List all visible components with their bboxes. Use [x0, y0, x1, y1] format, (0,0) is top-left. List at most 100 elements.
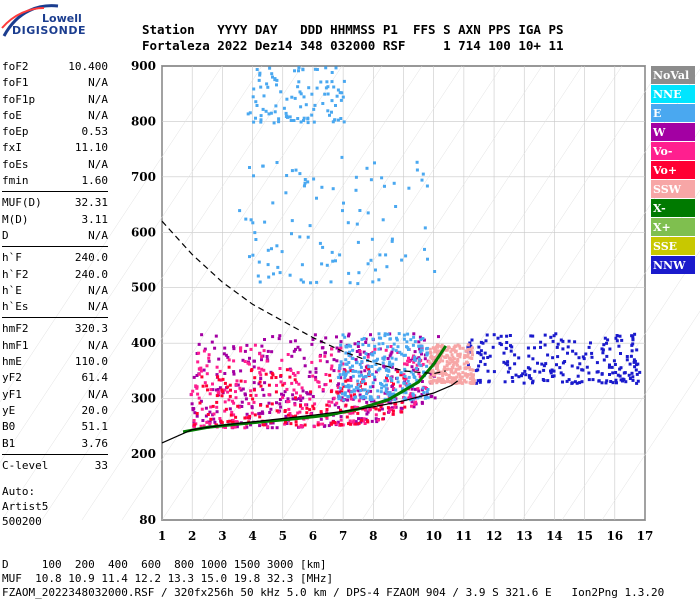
header-value-5: RSF	[382, 38, 413, 53]
echo-point	[475, 381, 478, 385]
echo-point	[505, 341, 509, 344]
echo-point	[345, 415, 349, 419]
echo-point	[418, 357, 421, 361]
echo-point	[404, 391, 408, 395]
echo-point	[197, 342, 201, 346]
echo-point	[458, 365, 462, 369]
echo-point	[341, 423, 345, 427]
echo-point	[435, 367, 439, 370]
echo-point	[407, 360, 411, 363]
echo-point	[549, 371, 553, 375]
echo-point	[338, 91, 342, 95]
x-tick-label: 8	[369, 529, 377, 543]
echo-point	[590, 355, 594, 359]
echo-point	[539, 340, 543, 344]
echo-point	[355, 350, 359, 353]
echo-point	[202, 368, 206, 372]
echo-point	[241, 358, 245, 362]
echo-point	[298, 235, 302, 239]
legend-label: X-	[653, 202, 666, 215]
echo-point	[531, 381, 534, 385]
echo-point	[413, 350, 417, 354]
echo-point	[431, 373, 435, 377]
echo-point	[374, 363, 378, 366]
echo-point	[510, 376, 514, 379]
echo-point	[215, 394, 219, 398]
echo-point	[324, 86, 328, 90]
echo-point	[456, 357, 460, 361]
echo-point	[477, 364, 481, 368]
echo-point	[402, 337, 406, 341]
param-name: h`F2	[2, 267, 29, 281]
echo-point	[259, 118, 263, 122]
echo-point	[587, 378, 591, 382]
echo-point	[409, 370, 413, 374]
echo-point	[481, 356, 485, 360]
echo-point	[469, 344, 473, 348]
echo-point	[266, 85, 270, 89]
header-value-3: 348	[300, 38, 331, 53]
echo-point	[192, 419, 196, 422]
echo-point	[312, 107, 316, 111]
echo-point	[339, 117, 343, 120]
echo-point	[340, 398, 344, 402]
echo-point	[253, 359, 256, 363]
header-value-2: Dez14	[254, 38, 301, 53]
legend-label: X+	[653, 221, 671, 234]
param-name: h`F	[2, 251, 22, 265]
echo-point	[297, 69, 300, 73]
echo-point	[383, 365, 387, 369]
echo-point	[357, 399, 361, 403]
echo-point	[398, 384, 402, 388]
echo-point	[357, 374, 361, 378]
echo-point	[243, 380, 247, 384]
echo-point	[513, 353, 517, 357]
echo-point	[302, 119, 305, 122]
echo-point	[355, 222, 359, 226]
echo-point	[414, 400, 418, 404]
header-label-7: S	[443, 22, 459, 37]
echo-point	[356, 282, 360, 286]
echo-point	[423, 357, 427, 361]
echo-point	[399, 373, 403, 377]
echo-point	[367, 343, 371, 347]
header-value-10: 10+	[518, 38, 549, 53]
echo-point	[589, 341, 592, 345]
echo-point	[283, 410, 287, 413]
echo-point	[440, 353, 443, 357]
echo-point	[279, 405, 283, 409]
legend-swatch	[651, 237, 695, 255]
echo-point	[215, 373, 219, 377]
echo-point	[339, 376, 343, 380]
echo-point	[257, 260, 261, 264]
echo-point	[253, 231, 257, 235]
echo-point	[374, 268, 377, 272]
echo-point	[305, 411, 309, 415]
echo-point	[296, 345, 300, 349]
grid-diagonal	[161, 65, 463, 521]
echo-point	[207, 353, 211, 357]
echo-point	[262, 423, 266, 427]
echo-point	[394, 388, 398, 392]
echo-point	[625, 355, 629, 358]
echo-point	[433, 349, 437, 353]
echo-point	[204, 414, 208, 418]
echo-point	[232, 359, 236, 363]
echo-point	[266, 263, 270, 267]
echo-point	[308, 224, 312, 228]
echo-point	[561, 347, 565, 351]
echo-point	[351, 364, 354, 368]
echo-point	[499, 334, 503, 338]
echo-point	[258, 73, 262, 77]
echo-point	[289, 368, 293, 372]
echo-point	[307, 375, 311, 378]
echo-point	[200, 333, 204, 337]
echo-point	[302, 95, 306, 99]
echo-point	[420, 400, 424, 404]
echo-point	[230, 410, 234, 414]
echo-point	[325, 403, 329, 407]
echo-point	[275, 383, 278, 387]
echo-point	[270, 247, 273, 251]
echo-point	[471, 380, 474, 384]
echo-point	[358, 393, 362, 397]
